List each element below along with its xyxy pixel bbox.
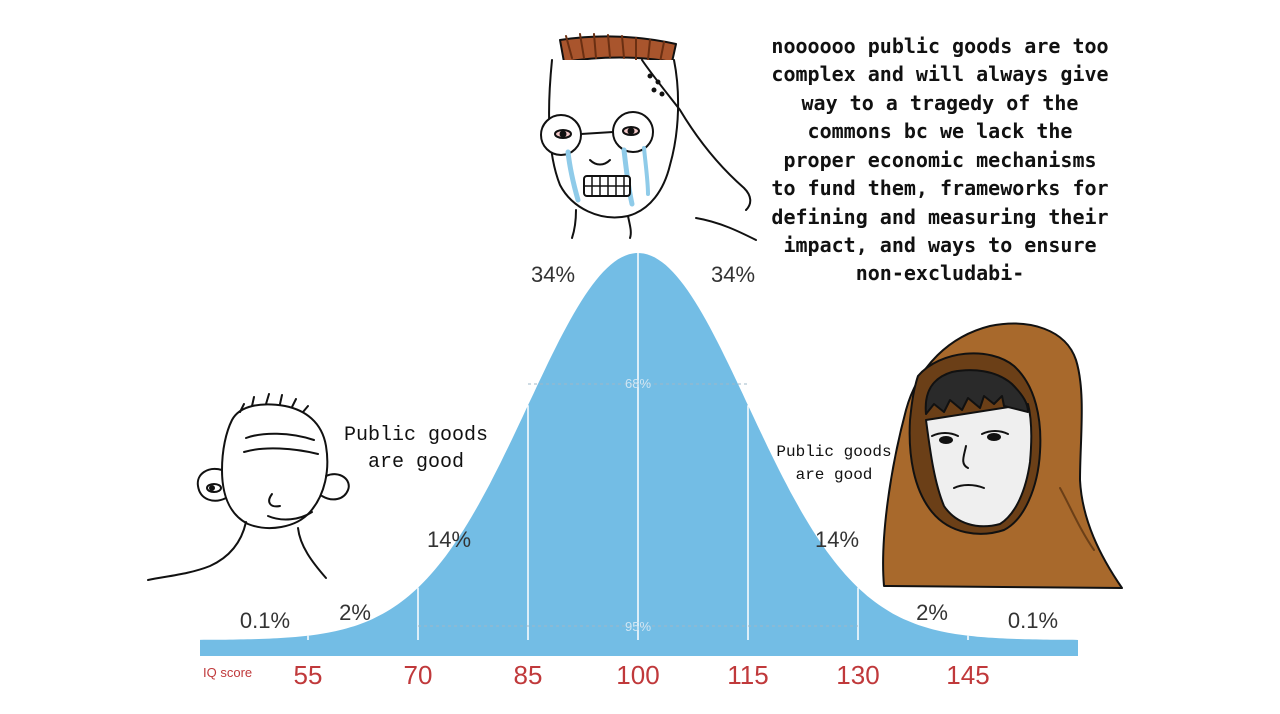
bell-curve-area (200, 253, 1078, 640)
pct-label-1: 2% (339, 600, 371, 625)
svg-text:defining and measuring their: defining and measuring their (771, 205, 1108, 229)
pct-label-2: 14% (427, 527, 471, 552)
svg-text:way to a tragedy of the: way to a tragedy of the (802, 91, 1079, 115)
pct-label-5: 14% (815, 527, 859, 552)
svg-text:impact, and ways to ensure: impact, and ways to ensure (783, 233, 1096, 257)
tick-label-145: 145 (946, 660, 989, 690)
svg-text:Public goods: Public goods (776, 443, 891, 461)
tick-label-70: 70 (404, 660, 433, 690)
svg-text:are good: are good (796, 466, 873, 484)
svg-text:complex and will always give: complex and will always give (771, 62, 1108, 86)
left-speech-text: Public goods are good (344, 424, 488, 474)
pct-label-4: 34% (711, 262, 755, 287)
svg-text:are good: are good (368, 451, 464, 474)
axis-bar (200, 640, 1078, 656)
svg-text:commons bc we lack the: commons bc we lack the (808, 119, 1073, 143)
svg-text:Public goods: Public goods (344, 424, 488, 447)
svg-text:noooooo public goods are too: noooooo public goods are too (771, 34, 1108, 58)
right-speech-text: Public goods are good (776, 443, 891, 484)
tick-label-115: 115 (727, 660, 768, 690)
tick-label-55: 55 (294, 660, 323, 690)
svg-text:proper economic mechanisms: proper economic mechanisms (783, 148, 1096, 172)
tick-label-100: 100 (616, 660, 659, 690)
bell-curve-chart: 68% 95% 0.1% 2% 14% 34% 34% 14% 2% 0.1% … (200, 253, 1078, 690)
one-sd-percent-label: 68% (625, 376, 651, 391)
tick-label-85: 85 (514, 660, 543, 690)
svg-text:to fund them, frameworks for: to fund them, frameworks for (771, 176, 1108, 200)
right-character-drawing (882, 322, 1123, 589)
pct-label-3: 34% (531, 262, 575, 287)
pct-label-0: 0.1% (240, 608, 290, 633)
pct-label-6: 2% (916, 600, 948, 625)
axis-title: IQ score (203, 665, 252, 680)
middle-character-drawing (540, 33, 757, 241)
pct-label-7: 0.1% (1008, 608, 1058, 633)
middle-speech-text: noooooo public goods are too complex and… (771, 34, 1108, 285)
two-sd-percent-label: 95% (625, 619, 651, 634)
tick-label-130: 130 (836, 660, 879, 690)
left-character-drawing (147, 393, 350, 581)
svg-text:non-excludabi-: non-excludabi- (856, 261, 1025, 285)
